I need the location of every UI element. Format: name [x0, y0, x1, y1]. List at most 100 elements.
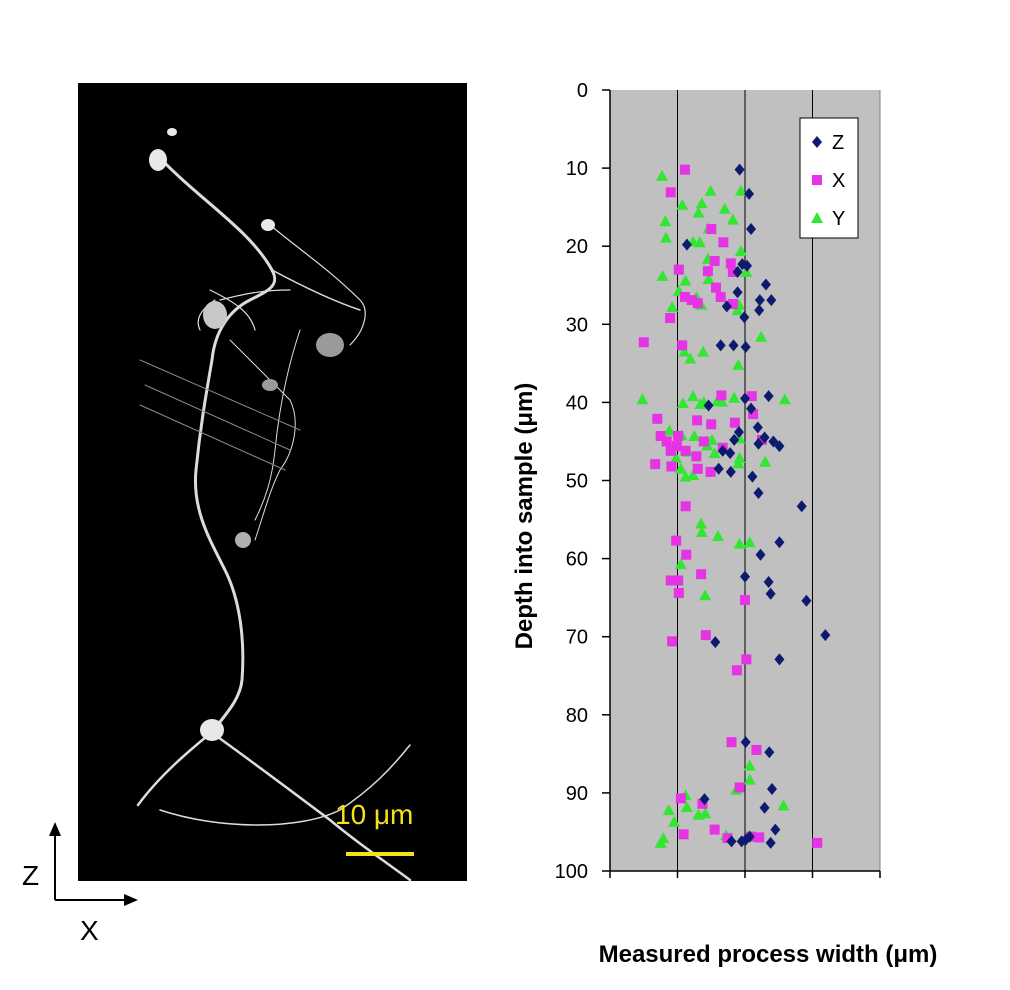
- data-point-z: [774, 440, 785, 453]
- data-point-x: [665, 187, 676, 198]
- data-point-z: [755, 548, 766, 561]
- data-point-x: [741, 654, 752, 665]
- legend-box: [799, 117, 859, 239]
- data-point-z: [703, 399, 714, 412]
- data-point-y: [687, 390, 700, 402]
- data-point-x: [812, 837, 823, 848]
- data-point-z: [801, 594, 812, 607]
- data-point-x: [673, 264, 684, 275]
- data-point-y: [759, 455, 772, 467]
- y-tick-label: 90: [566, 783, 588, 805]
- data-point-y: [692, 206, 705, 218]
- data-point-x: [671, 441, 682, 452]
- data-point-y: [679, 470, 692, 482]
- data-point-x: [665, 575, 676, 586]
- data-point-x: [673, 587, 684, 598]
- data-point-z: [726, 835, 737, 848]
- data-point-y: [740, 265, 753, 277]
- data-point-x: [746, 391, 757, 402]
- data-point-x: [710, 282, 721, 293]
- data-point-y: [733, 451, 746, 463]
- data-point-z: [699, 793, 710, 806]
- data-point-y: [734, 244, 747, 256]
- data-point-z: [760, 278, 771, 291]
- data-point-y: [728, 391, 741, 403]
- y-tick-label: 80: [566, 705, 588, 727]
- data-point-x: [702, 266, 713, 277]
- data-point-z: [728, 339, 739, 352]
- legend: ZXY: [799, 117, 859, 239]
- data-point-z: [767, 782, 777, 795]
- legend-label-x: X: [832, 170, 845, 192]
- data-point-y: [687, 469, 700, 481]
- data-point-z: [763, 576, 774, 589]
- data-point-y: [699, 589, 712, 601]
- data-point-z: [740, 340, 751, 353]
- data-point-y: [743, 759, 756, 771]
- data-point-y: [666, 301, 679, 313]
- data-point-x: [734, 782, 745, 793]
- data-point-x: [748, 409, 759, 420]
- data-point-z: [734, 163, 745, 176]
- data-point-x: [729, 417, 740, 428]
- data-point-y: [674, 558, 687, 570]
- micrograph-background: [78, 83, 467, 881]
- series-x: [638, 164, 823, 848]
- legend-label-z: Z: [832, 132, 844, 154]
- data-point-z: [744, 187, 755, 200]
- data-point-z: [770, 823, 781, 836]
- data-point-y: [704, 184, 717, 196]
- data-points: [636, 163, 831, 849]
- data-point-x: [665, 445, 676, 456]
- data-point-y: [712, 529, 724, 541]
- data-point-y: [670, 451, 683, 463]
- data-point-y: [726, 213, 739, 225]
- data-point-x: [716, 390, 727, 401]
- data-point-z: [681, 238, 692, 251]
- data-point-x: [697, 798, 708, 809]
- y-tick-label: 20: [566, 236, 588, 258]
- scale-bar-label: 10 μm: [335, 799, 413, 830]
- y-tick-label: 70: [566, 627, 588, 649]
- data-point-y: [718, 202, 731, 214]
- cell-bodies: [149, 128, 344, 741]
- data-point-z: [733, 426, 744, 439]
- y-tick-label: 50: [566, 471, 588, 493]
- data-point-z: [740, 570, 750, 583]
- data-point-z: [721, 300, 732, 313]
- data-point-y: [660, 231, 673, 243]
- data-point-z: [774, 653, 785, 666]
- y-tick-label: 60: [566, 549, 588, 571]
- data-point-x: [652, 413, 663, 424]
- y-tick-label: 0: [577, 80, 588, 102]
- data-point-x: [655, 430, 666, 441]
- data-point-x: [692, 415, 703, 426]
- y-tick-label: 100: [555, 861, 588, 883]
- data-point-x: [727, 298, 738, 309]
- data-point-y: [674, 462, 687, 474]
- neuron-image: [136, 156, 412, 882]
- data-point-x: [671, 535, 682, 546]
- data-point-z: [717, 444, 728, 457]
- data-point-x: [675, 793, 686, 804]
- data-point-y: [695, 197, 708, 209]
- data-point-z: [753, 486, 764, 499]
- data-point-y: [755, 330, 768, 342]
- y-tick-label: 10: [566, 158, 588, 180]
- data-point-z: [725, 465, 736, 478]
- data-point-z: [752, 421, 763, 434]
- legend-marker-x: [812, 175, 822, 185]
- y-axis-title: Depth into sample (μm): [511, 383, 538, 650]
- data-point-z: [754, 294, 765, 307]
- data-point-x: [667, 636, 678, 647]
- data-point-y: [705, 433, 718, 445]
- data-point-y: [695, 526, 708, 538]
- legend-label-y: Y: [832, 208, 845, 230]
- data-point-x: [731, 665, 742, 676]
- data-point-x: [726, 737, 737, 748]
- data-point-z: [739, 311, 750, 324]
- data-point-x: [661, 436, 672, 447]
- legend-marker-z: [812, 136, 822, 148]
- scatter-chart: 0 10 20 30 40 50 60 70 80 90 100 ZXY Depth into sa…: [511, 80, 937, 968]
